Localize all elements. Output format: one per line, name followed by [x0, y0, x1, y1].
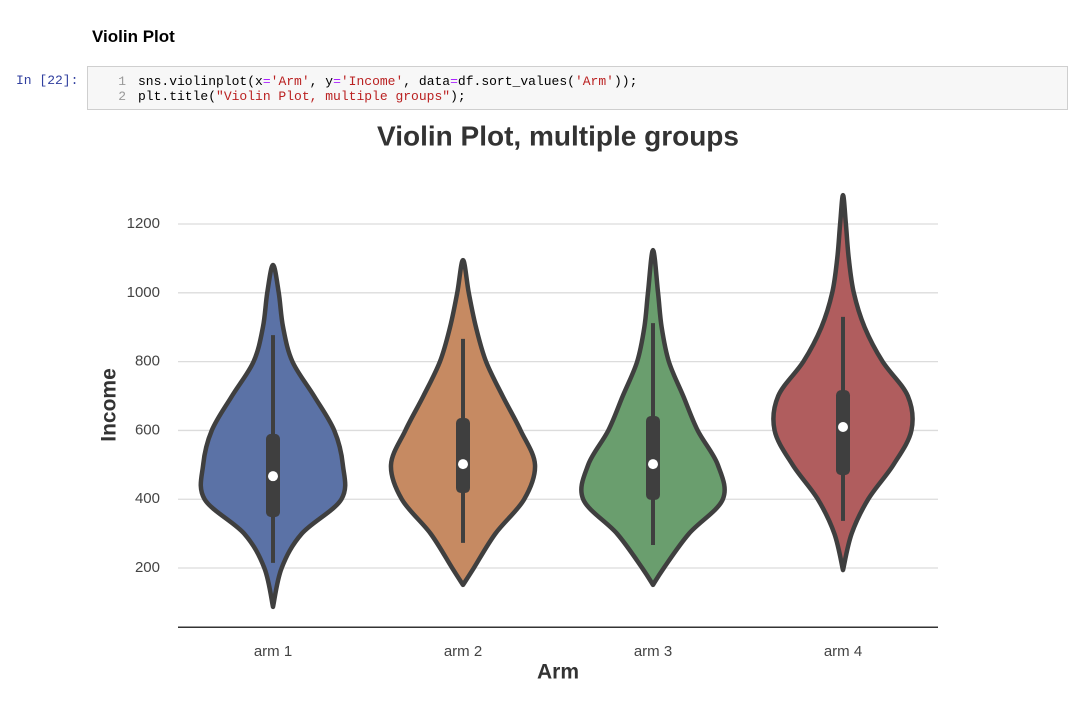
cell-prompt: In [22]: [16, 73, 79, 88]
code-cell[interactable]: 1 sns.violinplot(x='Arm', y='Income', dat… [87, 66, 1068, 110]
chart: Violin Plot, multiple groups Arm Income … [98, 120, 938, 684]
chart-title: Violin Plot, multiple groups [377, 120, 739, 151]
box [456, 418, 470, 494]
x-tick-label: arm 3 [634, 643, 672, 660]
code-text: plt.title("Violin Plot, multiple groups"… [138, 89, 466, 104]
x-tick-label: arm 4 [824, 643, 862, 660]
median [648, 459, 658, 470]
section-heading: Violin Plot [92, 27, 175, 46]
x-tick-label: arm 1 [254, 643, 292, 660]
code-text: sns.violinplot(x='Arm', y='Income', data… [138, 74, 638, 89]
line-number: 1 [118, 74, 126, 89]
line-number: 2 [118, 89, 126, 104]
y-tick-label: 1000 [127, 284, 160, 301]
y-tick-label: 200 [135, 559, 160, 576]
median [268, 471, 278, 482]
box [836, 390, 850, 476]
y-tick-label: 400 [135, 490, 160, 507]
x-axis-label: Arm [537, 661, 579, 684]
y-tick-label: 800 [135, 353, 160, 370]
x-tick-label: arm 2 [444, 643, 482, 660]
y-tick-label: 600 [135, 421, 160, 438]
y-tick-label: 1200 [127, 215, 160, 232]
box [646, 415, 660, 500]
median [458, 459, 468, 470]
y-axis-label: Income [98, 368, 121, 442]
median [838, 421, 848, 432]
